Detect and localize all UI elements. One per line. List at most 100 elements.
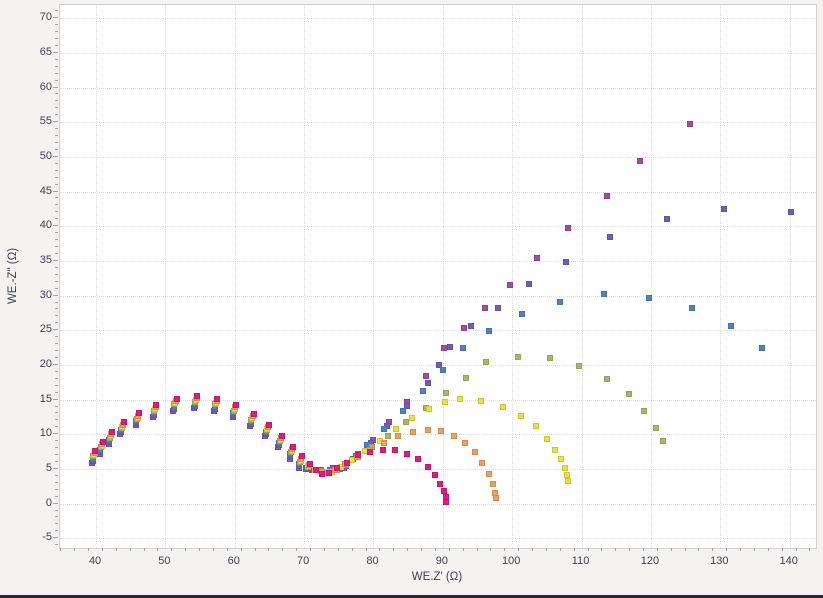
- data-point: [653, 425, 660, 432]
- data-point: [489, 481, 496, 488]
- y-minor-tick: [55, 461, 58, 462]
- data-point: [355, 452, 362, 459]
- gridline-x: [650, 5, 652, 548]
- data-point: [379, 446, 386, 453]
- data-point: [399, 408, 406, 415]
- y-minor-tick: [55, 128, 58, 130]
- data-point: [194, 393, 201, 400]
- data-point: [376, 438, 383, 445]
- x-minor-tick: [670, 548, 672, 551]
- data-point: [517, 412, 524, 419]
- data-point: [495, 305, 502, 312]
- data-point: [173, 395, 180, 402]
- data-point: [659, 438, 666, 445]
- data-point: [564, 472, 570, 479]
- data-point: [326, 470, 333, 477]
- x-minor-tick: [740, 548, 742, 551]
- x-minor-tick: [365, 548, 367, 551]
- x-minor-tick: [434, 548, 436, 551]
- x-minor-tick: [587, 548, 589, 551]
- data-point: [136, 410, 143, 417]
- y-tick-label: 65: [39, 45, 52, 58]
- data-point: [109, 429, 116, 436]
- data-point: [636, 158, 643, 165]
- data-point: [395, 433, 402, 440]
- data-point: [403, 450, 410, 457]
- y-minor-tick: [55, 481, 58, 483]
- y-minor-tick: [55, 169, 58, 171]
- data-point: [721, 205, 728, 212]
- x-tick-label: 110: [571, 555, 590, 567]
- x-minor-tick: [88, 548, 90, 551]
- data-point: [424, 463, 431, 470]
- data-point: [265, 421, 272, 428]
- data-point: [419, 388, 426, 395]
- data-point: [391, 447, 398, 454]
- y-minor-tick: [55, 315, 58, 317]
- x-minor-tick: [199, 548, 201, 551]
- y-minor-tick: [55, 31, 58, 33]
- data-point: [491, 489, 498, 496]
- data-point: [471, 449, 478, 456]
- x-minor-tick: [448, 548, 450, 551]
- data-point: [468, 323, 475, 330]
- data-point: [459, 344, 466, 351]
- x-minor-tick: [74, 548, 76, 551]
- gridline-y: [60, 295, 816, 297]
- x-tick-label: 100: [502, 555, 521, 567]
- gridline-y: [60, 226, 816, 228]
- y-minor-tick: [55, 426, 58, 428]
- y-minor-tick: [55, 384, 58, 386]
- gridline-y: [60, 156, 816, 158]
- data-point: [543, 436, 550, 443]
- data-point: [534, 255, 541, 262]
- y-minor-tick: [55, 370, 58, 372]
- data-point: [552, 447, 559, 454]
- gridline-y: [60, 87, 816, 89]
- x-minor-tick: [393, 548, 395, 551]
- gridline-x: [720, 5, 722, 548]
- y-minor-tick: [55, 44, 58, 46]
- data-point: [625, 391, 632, 398]
- y-minor-tick: [55, 204, 58, 206]
- x-minor-tick: [781, 548, 783, 551]
- y-tick-label: 0: [45, 496, 52, 509]
- x-minor-tick: [323, 548, 325, 551]
- gridline-y: [60, 434, 816, 436]
- y-minor-tick: [55, 114, 58, 116]
- data-point: [278, 432, 285, 439]
- x-tick-label: 60: [227, 555, 240, 567]
- data-point: [153, 402, 160, 409]
- y-minor-tick: [55, 37, 58, 39]
- x-minor-tick: [532, 548, 534, 551]
- y-minor-tick: [55, 246, 58, 248]
- y-major-tick: [53, 51, 58, 53]
- data-point: [299, 453, 306, 460]
- x-minor-tick: [310, 548, 312, 551]
- data-point: [525, 281, 532, 288]
- data-point: [403, 419, 410, 426]
- x-tick-label: 130: [710, 555, 729, 567]
- y-major-tick: [53, 225, 58, 227]
- data-point: [384, 422, 391, 429]
- y-minor-tick: [55, 211, 58, 213]
- y-minor-tick: [55, 218, 58, 220]
- y-major-tick: [53, 121, 58, 123]
- data-point: [485, 471, 492, 478]
- gridline-x: [304, 5, 306, 548]
- data-point: [607, 233, 613, 240]
- data-point: [362, 447, 369, 454]
- y-minor-tick: [55, 183, 58, 185]
- gridline-x: [373, 5, 375, 548]
- x-minor-tick: [698, 548, 700, 551]
- data-point: [437, 480, 444, 487]
- data-point: [432, 472, 439, 479]
- y-major-tick: [53, 537, 58, 539]
- data-point: [306, 461, 313, 468]
- x-tick-label: 90: [435, 555, 448, 567]
- data-point: [443, 499, 450, 506]
- y-minor-tick: [55, 440, 58, 442]
- x-minor-tick: [753, 548, 755, 551]
- x-minor-tick: [712, 548, 714, 551]
- y-minor-tick: [55, 350, 58, 352]
